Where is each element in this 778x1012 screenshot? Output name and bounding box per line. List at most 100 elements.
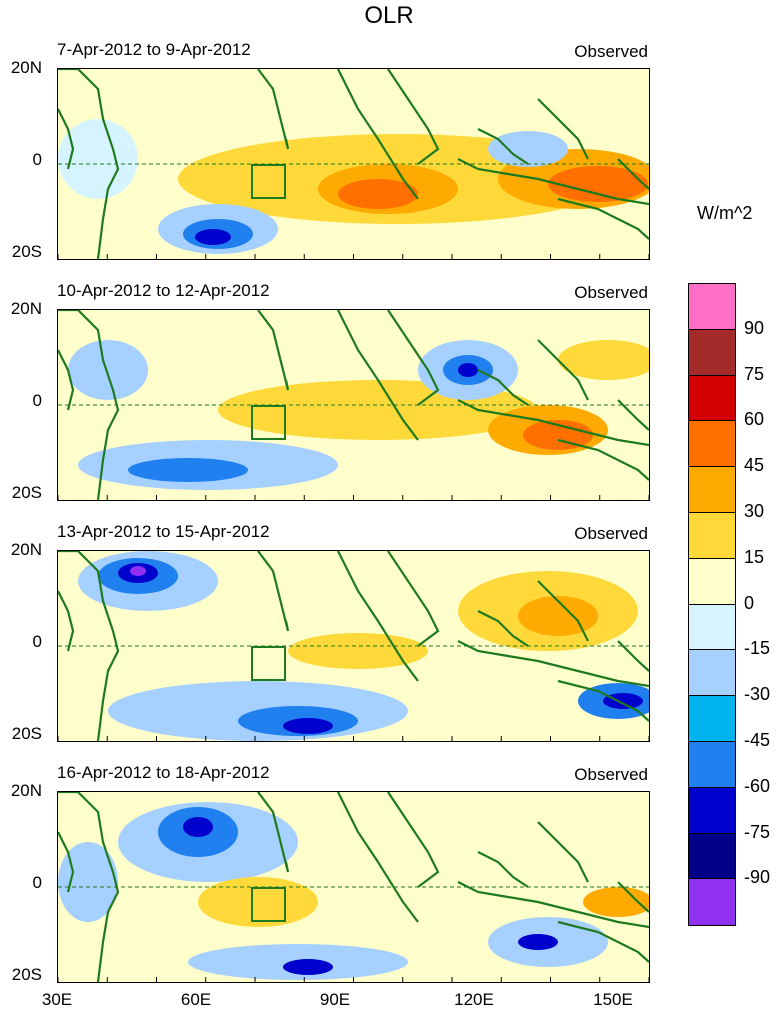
lat-label: 20S [11, 965, 42, 984]
coastline [457, 881, 650, 929]
panel-observed-label: Observed [574, 42, 648, 61]
lat-label: 20N [10, 58, 42, 77]
coastline [337, 68, 419, 200]
olr-map-field [57, 308, 658, 501]
coastline [257, 309, 290, 391]
colorbar-swatch [689, 833, 735, 880]
olr-anomaly-region [128, 458, 248, 482]
olr-anomaly-region [130, 566, 146, 576]
colorbar-units: W/m^2 [697, 203, 753, 223]
coastline [617, 158, 650, 190]
colorbar-swatch [689, 558, 735, 605]
coastline [557, 679, 650, 722]
colorbar-swatch [689, 604, 735, 651]
lat-label: 20S [11, 724, 42, 743]
index-box-region [251, 164, 286, 199]
olr-anomaly-region [548, 166, 648, 202]
coastline [257, 550, 290, 632]
map-panel-3: 13-Apr-2012 to 15-Apr-2012 Observed 20N 0 20… [0, 522, 700, 762]
coastline [537, 580, 589, 642]
olr-anomaly-region [283, 959, 333, 975]
coastline [387, 791, 440, 888]
coastline [337, 791, 419, 923]
olr-map-field [57, 790, 653, 983]
coastline [477, 369, 529, 406]
coastline [617, 640, 650, 672]
colorbar-label: 45 [744, 455, 765, 476]
olr-anomaly-region [198, 877, 318, 927]
panel-date-range: 16-Apr-2012 to 18-Apr-2012 [57, 763, 270, 782]
olr-anomaly-region [183, 817, 213, 837]
lat-label: 0 [32, 391, 42, 410]
olr-anomaly-region [288, 633, 428, 669]
coastline [477, 610, 529, 647]
olr-anomaly-region [338, 179, 418, 209]
lon-label-150e: 150E [593, 990, 633, 1009]
lon-label-60e: 60E [180, 990, 212, 1009]
coastline [457, 399, 650, 447]
index-box-region [251, 646, 286, 681]
coastline [58, 549, 120, 742]
colorbar-swatch [689, 512, 735, 559]
coastline [57, 831, 75, 893]
colorbar-label: -45 [744, 730, 771, 750]
olr-anomaly-region [583, 887, 653, 917]
olr-anomaly-region [195, 229, 231, 245]
coastline [537, 339, 589, 401]
coastline [557, 920, 650, 963]
lon-label-90e: 90E [319, 990, 351, 1009]
coastline [58, 308, 120, 501]
coastline [387, 550, 440, 647]
coastline [257, 791, 290, 873]
coastline [57, 108, 75, 170]
map-svg [57, 308, 658, 501]
panel-date-range: 10-Apr-2012 to 12-Apr-2012 [57, 281, 270, 300]
colorbar-label: -60 [744, 775, 771, 796]
colorbar-label: 90 [744, 317, 765, 338]
olr-anomaly-region [458, 363, 478, 377]
olr-map-field [57, 67, 658, 260]
coastline [457, 640, 650, 688]
colorbar-swatch [689, 421, 735, 468]
lon-label-30e: 30E [41, 990, 73, 1009]
panel-date-range: 7-Apr-2012 to 9-Apr-2012 [57, 40, 251, 59]
colorbar-swatch [689, 696, 735, 742]
colorbar-label: -75 [744, 821, 771, 842]
map-svg [57, 790, 653, 983]
lon-label-120e: 120E [454, 990, 494, 1009]
coastline [58, 67, 120, 260]
colorbar [688, 283, 736, 927]
colorbar-swatch [689, 284, 735, 330]
panel-observed-label: Observed [574, 524, 648, 543]
index-box-region [251, 405, 286, 440]
map-svg [57, 67, 658, 260]
lat-label: 20N [10, 299, 42, 318]
olr-anomaly-region [58, 119, 138, 199]
panel-observed-label: Observed [574, 765, 648, 784]
coastline [477, 128, 529, 165]
olr-anomaly-region [488, 131, 568, 167]
coastline [617, 881, 650, 913]
index-box-region [251, 887, 286, 922]
colorbar-label: 0 [744, 592, 755, 613]
panel-date-range: 13-Apr-2012 to 15-Apr-2012 [57, 522, 270, 541]
coastline [337, 309, 419, 441]
olr-anomaly-region [518, 596, 598, 636]
colorbar-swatch [689, 467, 735, 513]
coastline [557, 438, 650, 481]
coastline [58, 790, 120, 983]
panel-observed-label: Observed [574, 283, 648, 302]
colorbar-swatch [689, 329, 735, 376]
coastline [537, 821, 589, 883]
colorbar-label: 75 [744, 363, 765, 384]
olr-map-field [57, 549, 658, 742]
lat-label: 20N [10, 781, 42, 800]
coastline [557, 197, 650, 240]
map-panel-4: 16-Apr-2012 to 18-Apr-2012 Observed 20N 0 20… [0, 763, 700, 1003]
olr-anomaly-region [523, 420, 593, 450]
lat-label: 0 [32, 873, 42, 892]
olr-anomaly-region [518, 934, 558, 950]
coastline [57, 349, 75, 411]
map-panel-2: 10-Apr-2012 to 12-Apr-2012 Observed 20N 0 20… [0, 281, 700, 521]
coastline [57, 590, 75, 652]
